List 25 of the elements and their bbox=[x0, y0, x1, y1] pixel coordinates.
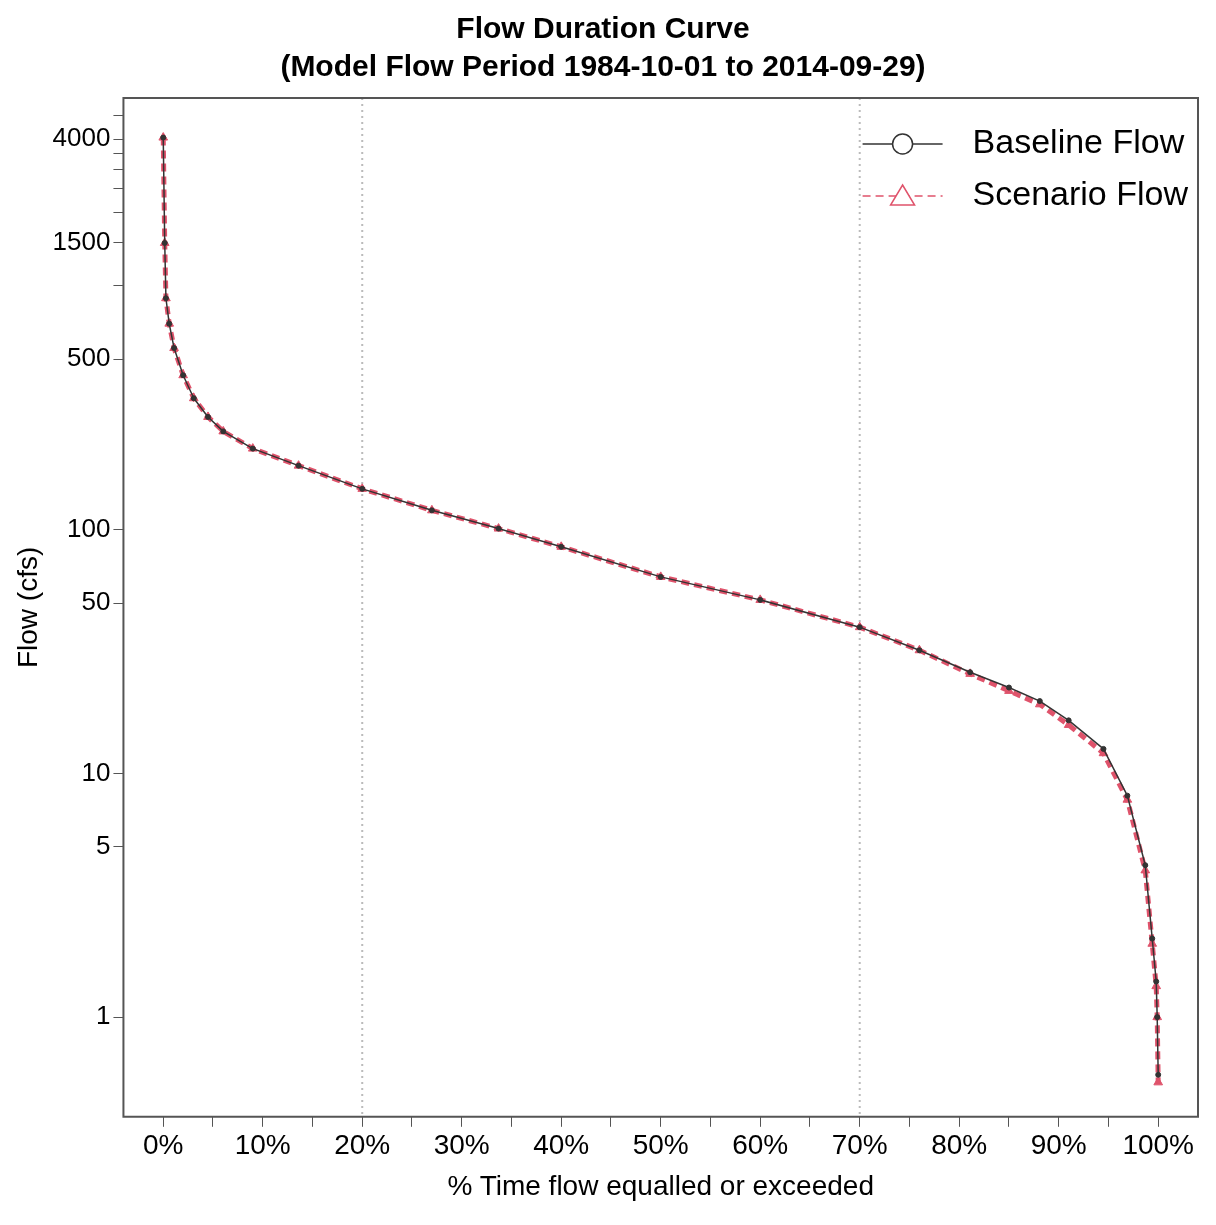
x-tick-label: 50% bbox=[632, 1129, 689, 1161]
x-tick-label: 20% bbox=[334, 1129, 391, 1161]
x-tick-label: 30% bbox=[433, 1129, 490, 1161]
y-tick-label: 100 bbox=[67, 512, 111, 543]
x-tick-label: 90% bbox=[1030, 1129, 1087, 1161]
x-tick-label: 80% bbox=[931, 1129, 988, 1161]
legend-label: Baseline Flow bbox=[972, 122, 1185, 161]
chart-subtitle: (Model Flow Period 1984-10-01 to 2014-09-29) bbox=[280, 49, 926, 83]
x-axis-title: % Time flow equalled or exceeded bbox=[447, 1169, 874, 1201]
x-tick-label: 100% bbox=[1122, 1129, 1195, 1161]
y-tick-label: 50 bbox=[81, 586, 111, 617]
y-tick-label: 500 bbox=[67, 342, 111, 373]
y-tick-label: 1500 bbox=[52, 226, 111, 257]
x-tick-label: 60% bbox=[732, 1129, 789, 1161]
y-tick-label: 10 bbox=[81, 756, 111, 787]
y-tick-label: 5 bbox=[95, 829, 111, 860]
y-tick-label: 4000 bbox=[52, 122, 111, 153]
y-tick-label: 1 bbox=[95, 1000, 111, 1031]
x-tick-label: 10% bbox=[234, 1129, 291, 1161]
x-tick-label: 0% bbox=[143, 1129, 184, 1161]
chart-title: Flow Duration Curve bbox=[456, 11, 750, 45]
x-tick-label: 40% bbox=[533, 1129, 590, 1161]
x-tick-label: 70% bbox=[831, 1129, 888, 1161]
y-axis-title: Flow (cfs) bbox=[11, 546, 43, 669]
legend-label: Scenario Flow bbox=[972, 174, 1189, 213]
